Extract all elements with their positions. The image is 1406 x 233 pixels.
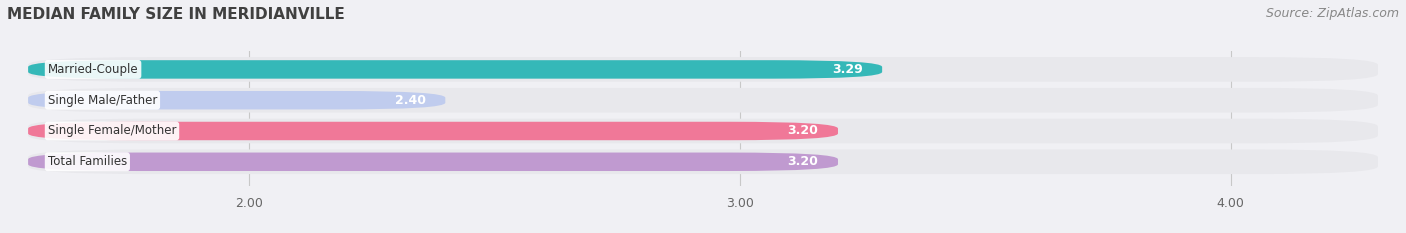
FancyBboxPatch shape xyxy=(28,119,1378,143)
Text: MEDIAN FAMILY SIZE IN MERIDIANVILLE: MEDIAN FAMILY SIZE IN MERIDIANVILLE xyxy=(7,7,344,22)
Text: Single Male/Father: Single Male/Father xyxy=(48,94,157,107)
FancyBboxPatch shape xyxy=(28,122,838,140)
FancyBboxPatch shape xyxy=(28,88,1378,113)
FancyBboxPatch shape xyxy=(28,153,838,171)
Text: 3.20: 3.20 xyxy=(787,155,818,168)
Text: 2.40: 2.40 xyxy=(395,94,426,107)
Text: Source: ZipAtlas.com: Source: ZipAtlas.com xyxy=(1265,7,1399,20)
FancyBboxPatch shape xyxy=(28,60,882,79)
FancyBboxPatch shape xyxy=(28,57,1378,82)
FancyBboxPatch shape xyxy=(28,149,1378,174)
Text: Married-Couple: Married-Couple xyxy=(48,63,138,76)
Text: 3.20: 3.20 xyxy=(787,124,818,137)
Text: Single Female/Mother: Single Female/Mother xyxy=(48,124,176,137)
Text: 3.29: 3.29 xyxy=(832,63,862,76)
Text: Total Families: Total Families xyxy=(48,155,127,168)
FancyBboxPatch shape xyxy=(28,91,446,110)
